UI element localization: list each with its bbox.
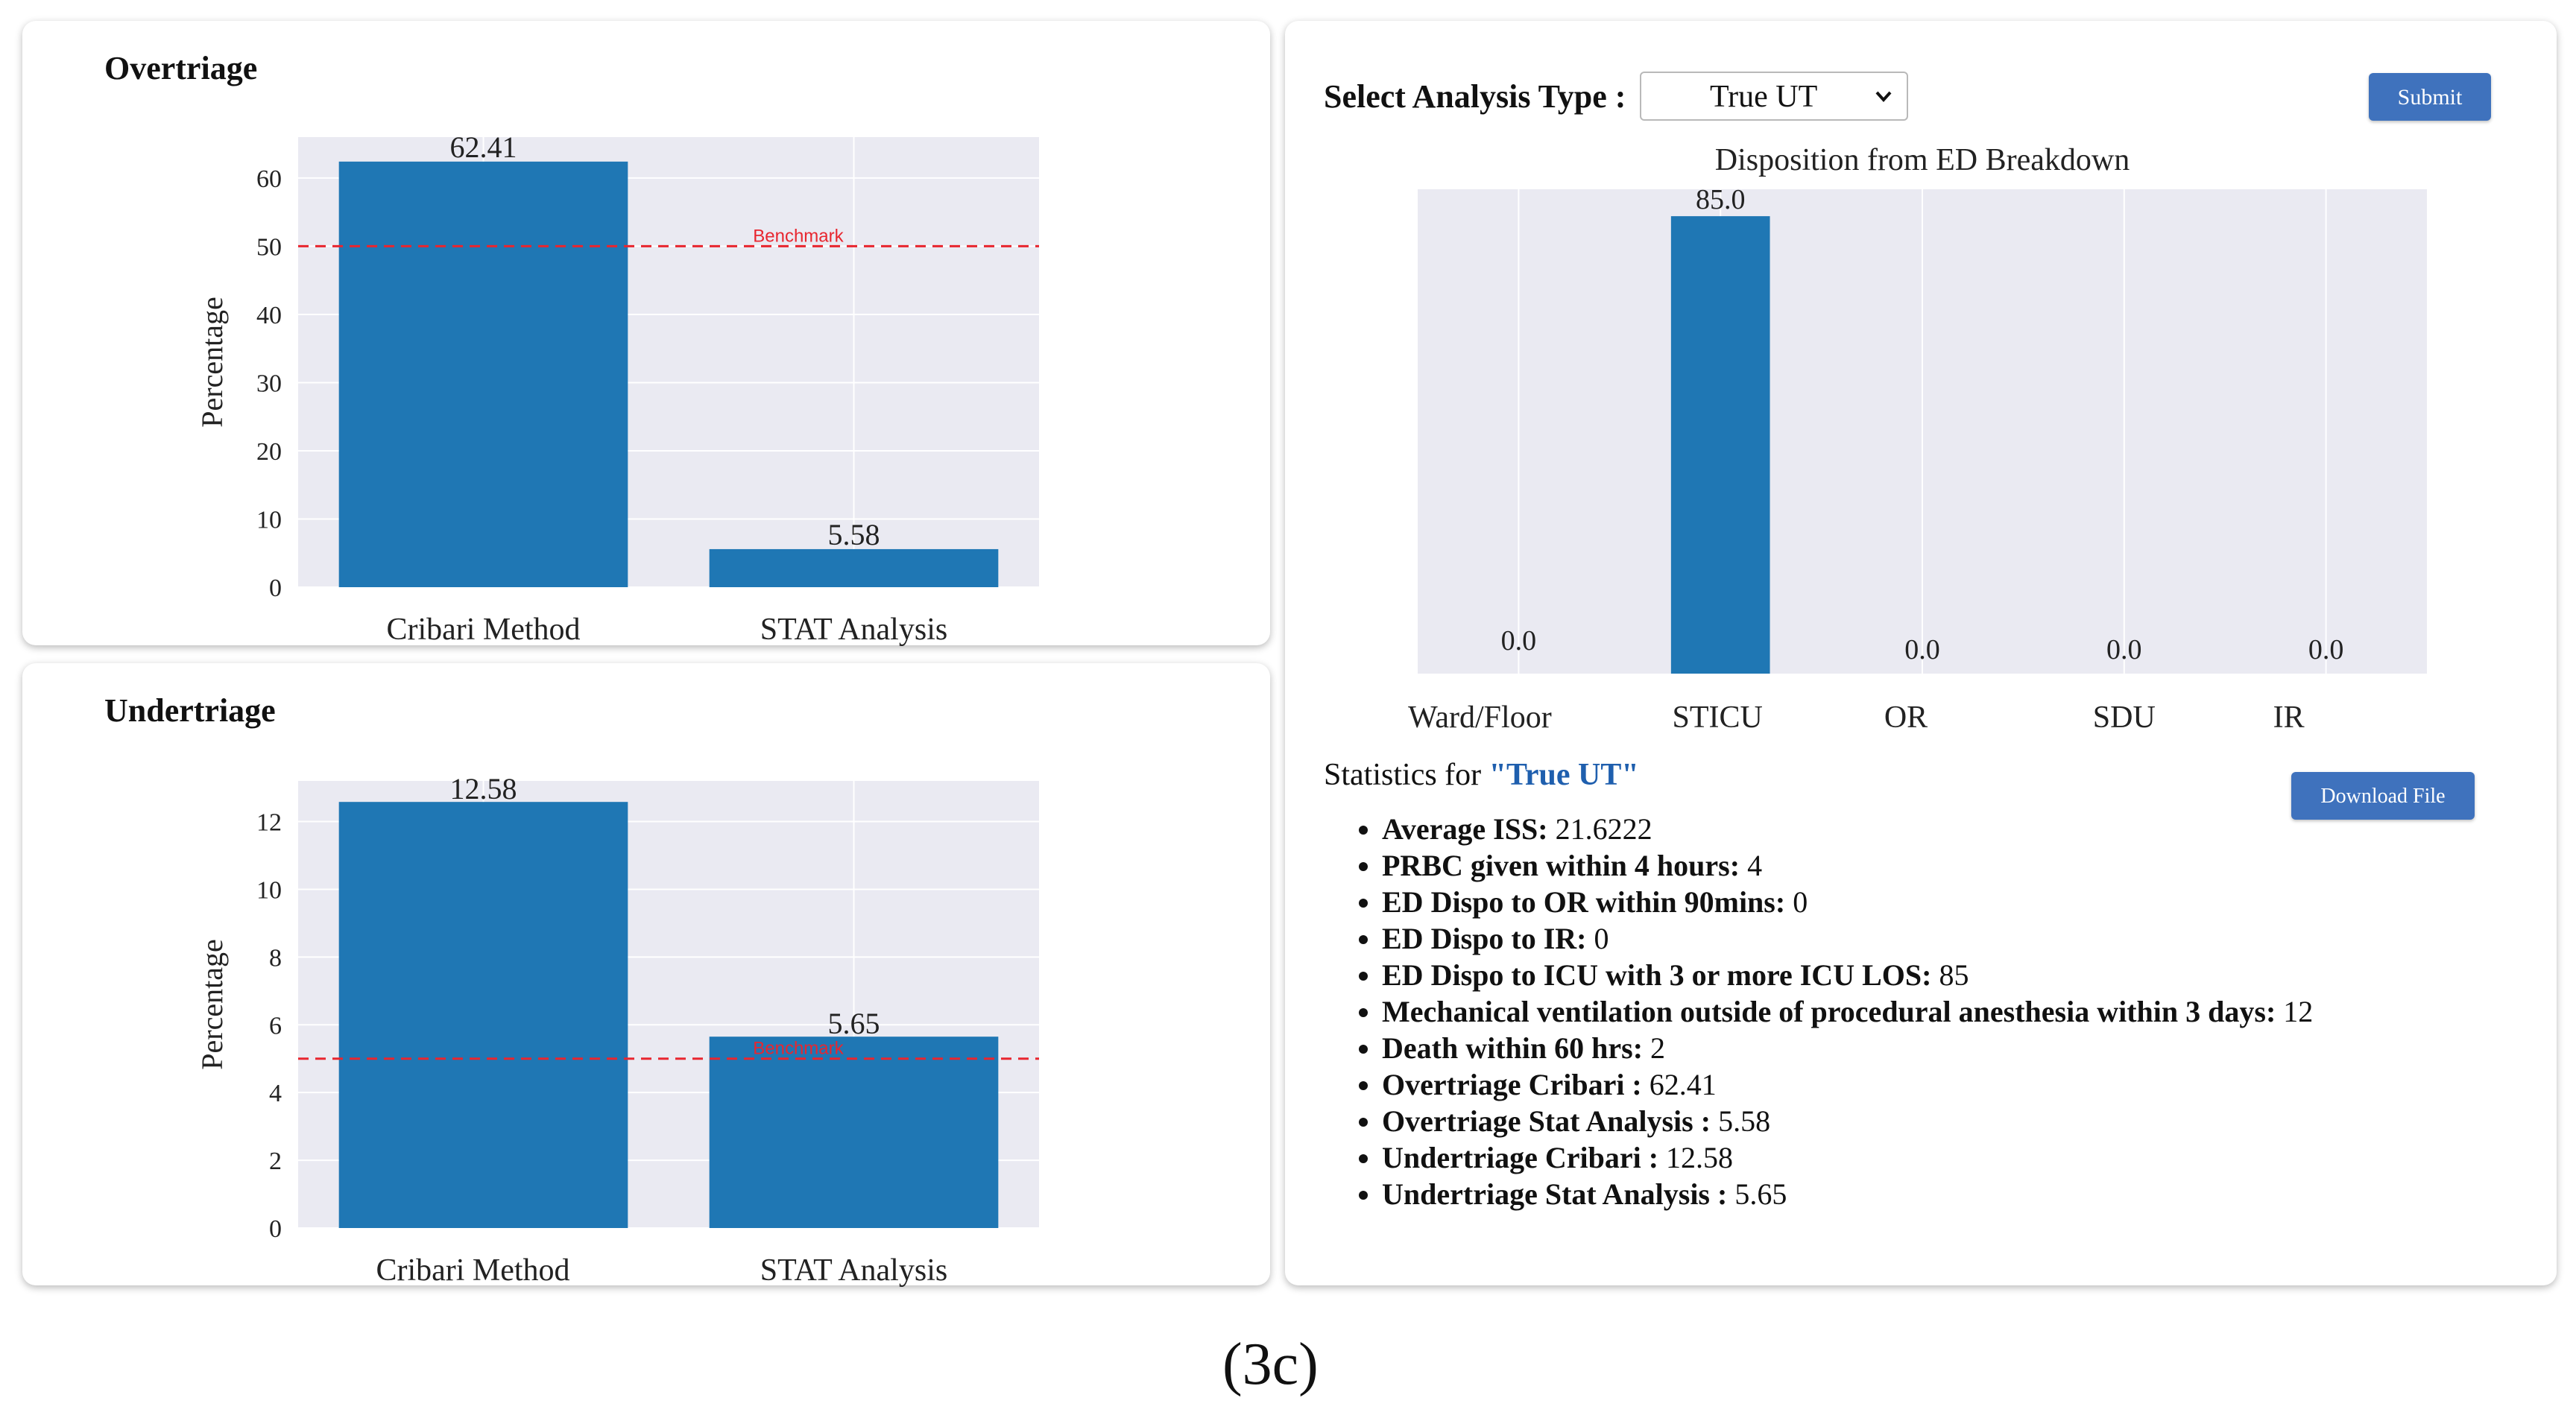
- stats-heading: Statistics for "True UT": [1324, 757, 1639, 793]
- disposition-value-label: 0.0: [1501, 625, 1536, 656]
- analysis-card: Select Analysis Type : True UT Submit 0.…: [1285, 21, 2557, 1285]
- stats-heading-analysis: "True UT": [1489, 758, 1639, 792]
- overtriage-card: Overtriage 0 10 20 30 40 50 60 62.41 Cribari Met…: [22, 21, 1270, 647]
- stats-list: Average ISS: 21.6222PRBC given within 4 …: [1327, 811, 2321, 1212]
- disposition-category-label: OR: [1884, 700, 1928, 735]
- stats-item-label: PRBC given within 4 hours:: [1382, 849, 1740, 882]
- overtriage-value-label: 5.58: [828, 518, 880, 551]
- stats-item-value: 12.58: [1658, 1141, 1734, 1174]
- undertriage-ytick-label: 10: [256, 876, 282, 904]
- stats-item-value: 0: [1586, 922, 1609, 955]
- analysis-type-label: Select Analysis Type :: [1324, 78, 1626, 115]
- analysis-type-selected: True UT: [1710, 80, 1818, 114]
- overtriage-ylabel: Percentage: [195, 297, 229, 427]
- stats-item-value: 5.65: [1727, 1177, 1787, 1211]
- stats-item-value: 4: [1740, 849, 1763, 882]
- undertriage-ylabel: Percentage: [195, 939, 229, 1069]
- overtriage-category-label: STAT Analysis: [760, 613, 947, 647]
- stats-item-value: 62.41: [1641, 1068, 1717, 1101]
- undertriage-ytick-label: 4: [269, 1080, 282, 1107]
- disposition-category-label: STICU: [1673, 700, 1763, 735]
- stats-item-label: Mechanical ventilation outside of proced…: [1382, 995, 2276, 1028]
- undertriage-bar-cribari-method: [338, 802, 628, 1228]
- chevron-down-icon: [1875, 91, 1892, 102]
- overtriage-ytick-label: 40: [256, 302, 282, 329]
- stats-item-value: 85: [1931, 958, 1969, 992]
- overtriage-bar-stat-analysis: [709, 548, 999, 587]
- overtriage-chart: 0 10 20 30 40 50 60 62.41 Cribari Method 5.58 STAT…: [195, 130, 1039, 647]
- stats-item: ED Dispo to IR: 0: [1382, 920, 2321, 957]
- overtriage-ytick-label: 20: [256, 438, 282, 466]
- undertriage-ytick-label: 6: [269, 1012, 282, 1039]
- disposition-category-label: SDU: [2093, 700, 2156, 735]
- undertriage-bar-stat-analysis: [709, 1037, 999, 1228]
- undertriage-benchmark-label: Benchmark: [753, 1039, 844, 1059]
- stats-item-value: 5.58: [1711, 1104, 1771, 1138]
- disposition-chart: 0.0 Ward/Floor 85.0 STICU 0.0 OR 0.0 SDU 0.0 IR Di…: [1408, 143, 2427, 735]
- undertriage-value-label: 12.58: [450, 772, 517, 806]
- disposition-chart-title: Disposition from ED Breakdown: [1715, 143, 2130, 177]
- overtriage-value-label: 62.41: [450, 130, 517, 164]
- stats-item-label: ED Dispo to IR:: [1382, 922, 1587, 955]
- stats-item: Average ISS: 21.6222: [1382, 811, 2321, 847]
- stats-item-label: Average ISS:: [1382, 812, 1548, 846]
- stats-item-value: 0: [1785, 885, 1808, 919]
- stats-item-label: ED Dispo to OR within 90mins:: [1382, 885, 1786, 919]
- overtriage-ytick-label: 50: [256, 233, 282, 261]
- undertriage-ytick-label: 8: [269, 944, 282, 972]
- disposition-category-label: IR: [2273, 700, 2305, 735]
- disposition-value-label: 85.0: [1696, 184, 1746, 215]
- overtriage-category-label: Cribari Method: [386, 613, 580, 647]
- undertriage-ytick-label: 12: [256, 809, 282, 837]
- stats-item: ED Dispo to ICU with 3 or more ICU LOS: …: [1382, 957, 2321, 993]
- stats-item: Death within 60 hrs: 2: [1382, 1030, 2321, 1066]
- disposition-bar-sticu: [1670, 216, 1770, 674]
- stats-item-label: ED Dispo to ICU with 3 or more ICU LOS:: [1382, 958, 1932, 992]
- stats-item-value: 2: [1643, 1031, 1666, 1065]
- stats-item: Undertriage Cribari : 12.58: [1382, 1139, 2321, 1176]
- stats-item-label: Undertriage Cribari :: [1382, 1141, 1659, 1174]
- stats-item-value: 12: [2276, 995, 2314, 1028]
- undertriage-value-label: 5.65: [828, 1007, 880, 1040]
- stats-item-label: Death within 60 hrs:: [1382, 1031, 1644, 1065]
- undertriage-chart: 0 2 4 6 8 10 12 12.58 Cribari Method 5.65 STAT Ana…: [195, 772, 1039, 1288]
- disposition-value-label: 0.0: [2106, 634, 2142, 665]
- stats-item: Undertriage Stat Analysis : 5.65: [1382, 1176, 2321, 1212]
- stats-item-value: 21.6222: [1547, 812, 1652, 846]
- stats-item-label: Undertriage Stat Analysis :: [1382, 1177, 1728, 1211]
- analysis-type-select[interactable]: True UT: [1640, 72, 1908, 121]
- overtriage-ytick-label: 10: [256, 506, 282, 534]
- undertriage-category-label: Cribari Method: [376, 1253, 569, 1288]
- overtriage-ytick-label: 30: [256, 370, 282, 397]
- stats-item: Mechanical ventilation outside of proced…: [1382, 993, 2321, 1030]
- stats-item: Overtriage Stat Analysis : 5.58: [1382, 1103, 2321, 1139]
- stats-item: ED Dispo to OR within 90mins: 0: [1382, 884, 2321, 920]
- overtriage-ytick-label: 0: [269, 575, 282, 602]
- undertriage-category-label: STAT Analysis: [760, 1253, 947, 1288]
- overtriage-ytick-label: 60: [256, 165, 282, 193]
- overtriage-bar-cribari-method: [338, 161, 628, 587]
- disposition-category-label: Ward/Floor: [1408, 700, 1552, 735]
- stats-item-label: Overtriage Cribari :: [1382, 1068, 1642, 1101]
- submit-button[interactable]: Submit: [2369, 73, 2491, 121]
- disposition-value-label: 0.0: [1904, 634, 1940, 665]
- stats-item: PRBC given within 4 hours: 4: [1382, 847, 2321, 884]
- overtriage-benchmark-label: Benchmark: [753, 226, 844, 246]
- stats-item: Overtriage Cribari : 62.41: [1382, 1066, 2321, 1103]
- undertriage-ytick-label: 0: [269, 1215, 282, 1243]
- figure-caption: (3c): [1222, 1332, 1319, 1397]
- download-file-button[interactable]: Download File: [2291, 772, 2475, 820]
- overtriage-title: Overtriage: [104, 50, 258, 86]
- undertriage-card: Undertriage 0 2 4 6 8 10 12 12.58 Cribari Method…: [22, 663, 1270, 1288]
- stats-item-label: Overtriage Stat Analysis :: [1382, 1104, 1711, 1138]
- disposition-value-label: 0.0: [2308, 634, 2344, 665]
- undertriage-title: Undertriage: [104, 692, 276, 729]
- undertriage-ytick-label: 2: [269, 1148, 282, 1175]
- stats-heading-prefix: Statistics for: [1324, 758, 1489, 792]
